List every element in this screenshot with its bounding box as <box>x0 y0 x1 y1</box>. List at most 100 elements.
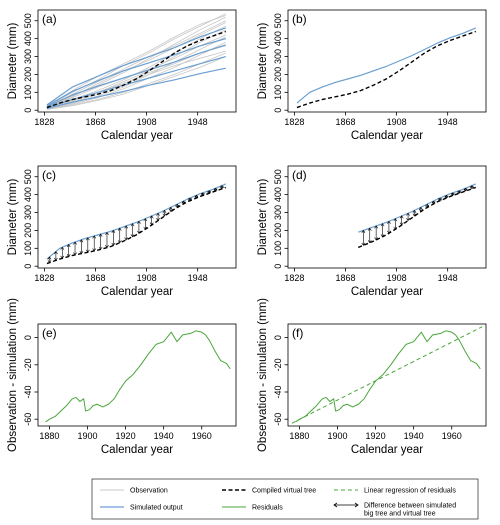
panel-b: 1828 1868 1908 1948 0 100 200 300 400 500 (b) Calen… <box>257 9 487 142</box>
panel-label: (d) <box>292 168 307 182</box>
y-axis-label: Diameter (mm) <box>257 179 269 256</box>
x-tick-label: 1908 <box>387 117 407 127</box>
arrowhead <box>105 245 109 249</box>
y-tick-label: 400 <box>273 187 283 202</box>
panel-label: (b) <box>292 12 307 26</box>
y-tick-label: 100 <box>23 241 33 256</box>
series-line-virtual <box>46 30 227 109</box>
arrowhead <box>387 220 391 224</box>
x-tick-label: 1868 <box>85 273 105 283</box>
series-line-simulated <box>46 27 226 106</box>
y-tick-label: 500 <box>273 13 283 28</box>
arrowhead <box>60 255 65 259</box>
arrowhead <box>374 225 378 229</box>
x-tick-label: 1960 <box>442 431 462 441</box>
series-line-residuals <box>295 330 481 423</box>
y-tick-label: -40 <box>273 385 283 398</box>
plot-frame <box>287 9 487 113</box>
panel-f: 1880 1900 1920 1940 1960 -60 -40 -20 0 (f) Calenda… <box>257 298 487 456</box>
y-tick-label: 500 <box>273 169 283 184</box>
legend: Observation Simulated output Compiled virt… <box>91 478 479 520</box>
arrowhead <box>444 195 449 199</box>
x-axis-label: Calendar year <box>351 286 423 298</box>
y-tick-label: -20 <box>273 358 283 371</box>
y-tick-label: 400 <box>23 187 33 202</box>
panel-d: 1828 1868 1908 1948 0 100 200 300 400 500 (d) Calen… <box>257 165 487 298</box>
series-line-residuals <box>45 330 231 423</box>
panel-label: (e) <box>42 326 57 340</box>
plot-frame <box>287 323 487 427</box>
plot-frame <box>37 9 237 113</box>
arrowhead <box>130 223 135 227</box>
y-tick-label: 0 <box>273 108 283 113</box>
x-tick-label: 1960 <box>192 431 212 441</box>
y-axis-label: Diameter (mm) <box>7 179 19 256</box>
y-tick-label: 200 <box>273 67 283 82</box>
arrowhead <box>380 223 385 227</box>
y-tick-label: 0 <box>273 335 283 340</box>
x-axis-label: Calendar year <box>351 130 423 142</box>
y-tick-label: 200 <box>273 223 283 238</box>
x-tick-label: 1940 <box>404 431 424 441</box>
x-tick-label: 1908 <box>387 273 407 283</box>
y-tick-label: -40 <box>23 385 33 398</box>
arrowhead <box>169 209 173 213</box>
arrowhead <box>175 204 180 209</box>
arrowhead <box>98 233 103 237</box>
arrowhead <box>156 218 160 222</box>
series-line-simulated <box>46 183 227 260</box>
arrowhead <box>431 201 436 205</box>
arrowhead <box>66 244 71 248</box>
legend-label2-difference: big tree and virtual tree <box>364 511 436 518</box>
x-tick-label: 1828 <box>284 117 304 127</box>
series-line-simulated <box>46 55 226 109</box>
x-tick-label: 1868 <box>335 117 355 127</box>
series-line-observation <box>46 41 226 110</box>
series-line-simulated <box>296 27 477 104</box>
series-line-simulated <box>46 44 226 108</box>
y-axis-label: Observation - simulation (mm) <box>7 298 19 452</box>
y-tick-label: -60 <box>273 413 283 426</box>
arrowhead <box>79 239 84 243</box>
y-axis-label: Observation - simulation (mm) <box>257 298 269 452</box>
panel-c: 1828 1868 1908 1948 0 100 200 300 400 500 (c) Calen… <box>7 165 237 298</box>
arrowhead <box>162 209 167 213</box>
y-tick-label: 100 <box>273 85 283 100</box>
series-line-simulated <box>358 183 477 233</box>
legend-label-observation: Observation <box>130 488 168 495</box>
legend-label-regression: Linear regression of residuals <box>364 488 456 495</box>
panel-a: 1828 1868 1908 1948 0 100 200 300 400 500 (a) Calen… <box>7 9 237 142</box>
arrowhead <box>220 186 224 190</box>
arrowhead <box>149 215 154 219</box>
y-tick-label: 400 <box>23 31 33 46</box>
y-tick-label: -20 <box>23 358 33 371</box>
x-tick-label: 1920 <box>366 431 386 441</box>
y-tick-label: 500 <box>23 169 33 184</box>
arrowhead <box>380 234 385 238</box>
x-tick-label: 1920 <box>116 431 136 441</box>
x-tick-label: 1940 <box>154 431 174 441</box>
plot-frame <box>37 323 237 427</box>
y-tick-label: 100 <box>273 241 283 256</box>
arrowhead <box>181 201 186 205</box>
x-tick-label: 1948 <box>438 273 458 283</box>
series-line-observation <box>46 22 226 109</box>
arrowhead <box>333 502 338 508</box>
arrowhead <box>130 234 135 238</box>
arrowhead <box>406 218 410 222</box>
arrowhead <box>470 186 474 190</box>
arrowhead <box>169 206 173 210</box>
arrowhead <box>143 218 148 222</box>
arrowhead <box>393 226 398 230</box>
arrowhead <box>98 246 103 250</box>
series-line-regression <box>291 326 483 424</box>
series-line-virtual <box>357 186 477 249</box>
y-tick-label: 300 <box>23 205 33 220</box>
arrowhead <box>463 188 468 192</box>
x-tick-label: 1948 <box>188 273 208 283</box>
y-tick-label: -60 <box>23 413 33 426</box>
series-line-observation <box>46 56 226 110</box>
x-tick-label: 1828 <box>34 273 54 283</box>
x-tick-label: 1880 <box>39 431 59 441</box>
